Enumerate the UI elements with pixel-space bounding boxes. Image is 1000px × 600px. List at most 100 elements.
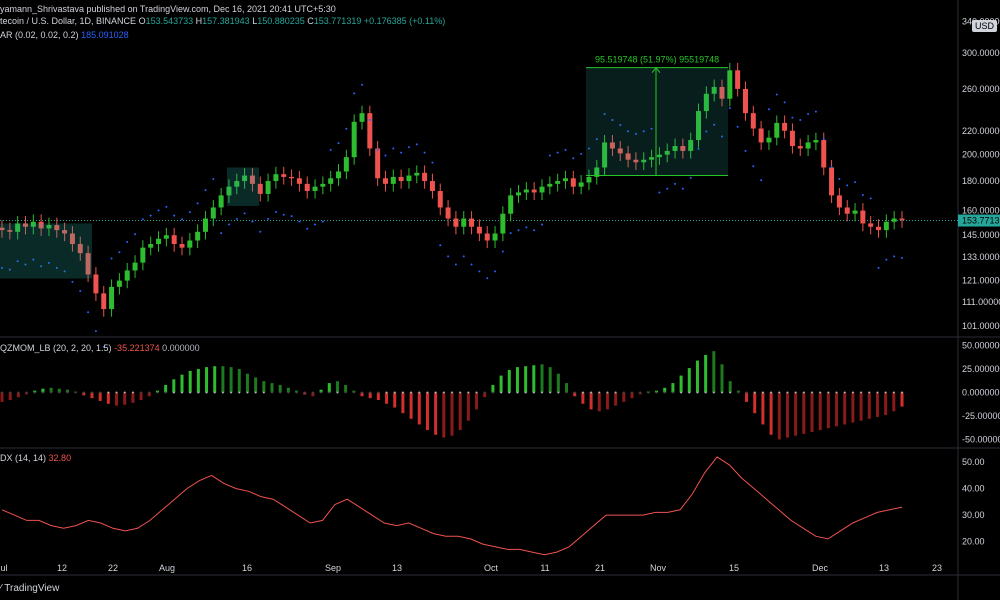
price-tick-label: 300.000000 bbox=[962, 48, 1000, 58]
squeeze-dot bbox=[91, 391, 93, 394]
squeeze-bar bbox=[368, 392, 372, 399]
candle-body bbox=[453, 218, 459, 227]
sar-dot bbox=[877, 266, 880, 269]
sar-dot bbox=[486, 277, 489, 280]
squeeze-bar bbox=[859, 392, 863, 421]
sar-dot bbox=[533, 229, 536, 232]
squeeze-dot bbox=[328, 391, 331, 394]
time-tick-label: Dec bbox=[812, 563, 829, 573]
adx-tick-label: 50.00 bbox=[962, 457, 985, 467]
candle-body bbox=[516, 192, 522, 196]
symbol-info-line: tecoin / U.S. Dollar, 1D, BINANCE O153.5… bbox=[0, 16, 445, 27]
squeeze-dot bbox=[262, 391, 265, 394]
candle-body bbox=[304, 183, 310, 191]
candle-body bbox=[445, 207, 451, 219]
ohlc-key: O bbox=[138, 16, 146, 26]
parabolic-sar-series bbox=[1, 83, 903, 348]
squeeze-tick-label: 0.000000 bbox=[962, 388, 1000, 398]
time-tick-label: 21 bbox=[595, 563, 605, 573]
squeeze-dot bbox=[451, 391, 453, 394]
squeeze-bar bbox=[875, 392, 879, 417]
squeeze-bar bbox=[213, 366, 217, 393]
sar-dot bbox=[345, 127, 348, 130]
candle-body bbox=[132, 262, 138, 271]
sar-dot bbox=[689, 176, 692, 179]
candle-body bbox=[813, 140, 819, 143]
candle-body bbox=[187, 240, 193, 248]
squeeze-bar bbox=[687, 368, 691, 393]
tradingview-brand[interactable]: ⁄ TradingView bbox=[0, 583, 59, 594]
squeeze-dot bbox=[181, 391, 183, 394]
sar-dot bbox=[822, 138, 825, 141]
squeeze-dot bbox=[671, 391, 674, 394]
ohlc-value: 150.880235 bbox=[257, 16, 305, 26]
sar-dot bbox=[838, 178, 841, 181]
squeeze-dot bbox=[721, 391, 723, 394]
squeeze-dot bbox=[410, 391, 413, 394]
squeeze-dot bbox=[573, 391, 576, 394]
squeeze-bar bbox=[0, 392, 4, 402]
squeeze-bar bbox=[417, 392, 421, 425]
sar-dot bbox=[361, 83, 363, 86]
squeeze-dot bbox=[1, 391, 3, 394]
squeeze-bar bbox=[794, 392, 798, 436]
last-price-label: 153.77131 bbox=[962, 216, 1000, 226]
squeeze-bar bbox=[761, 392, 765, 425]
squeeze-dot bbox=[655, 391, 658, 394]
candle-body bbox=[664, 150, 670, 155]
squeeze-dot bbox=[336, 391, 339, 394]
squeeze-bar bbox=[573, 392, 577, 397]
squeeze-dot bbox=[606, 391, 609, 394]
squeeze-bar bbox=[229, 367, 233, 393]
ohlc-values: O153.543733 H157.381943 L150.880235 C153… bbox=[139, 16, 362, 26]
candle-body bbox=[876, 226, 882, 231]
squeeze-bar bbox=[556, 373, 560, 393]
squeeze-bar bbox=[262, 381, 266, 393]
sar-dot bbox=[666, 187, 669, 190]
squeeze-dot bbox=[361, 391, 363, 394]
sar-dot bbox=[587, 147, 590, 150]
candle-body bbox=[406, 175, 412, 182]
price-tick-label: 121.000000 bbox=[962, 276, 1000, 286]
sar-dot bbox=[376, 148, 379, 151]
squeeze-bar bbox=[466, 392, 470, 421]
candle-body bbox=[461, 218, 467, 227]
candle-body bbox=[281, 174, 287, 177]
sar-dot bbox=[556, 151, 559, 154]
sar-dot bbox=[627, 130, 630, 133]
price-tick-label: 160.000000 bbox=[962, 206, 1000, 216]
squeeze-tick-label: 50.000000 bbox=[962, 341, 1000, 351]
sar-dot bbox=[548, 154, 551, 157]
squeeze-bar bbox=[172, 379, 176, 393]
squeeze-dot bbox=[590, 391, 593, 394]
squeeze-dot bbox=[238, 391, 241, 394]
candle-body bbox=[711, 86, 717, 94]
squeeze-dot bbox=[819, 391, 822, 394]
ohlc-key: H bbox=[193, 16, 203, 26]
squeeze-bar bbox=[196, 369, 200, 393]
squeeze-dot bbox=[541, 391, 543, 394]
candle-body bbox=[210, 207, 216, 219]
candle-body bbox=[883, 221, 889, 231]
squeeze-value-1: -35.221374 bbox=[114, 343, 160, 353]
sar-dot bbox=[274, 210, 277, 213]
measure-arrowhead bbox=[651, 66, 661, 73]
sar-dot bbox=[400, 151, 403, 154]
chart-axes: 340.000000300.000000260.000000220.000000… bbox=[0, 17, 1000, 573]
candle-body bbox=[265, 181, 271, 194]
sar-dot bbox=[212, 178, 215, 181]
candle-body bbox=[156, 238, 162, 245]
squeeze-dot bbox=[491, 391, 494, 394]
squeeze-value-2: 0.000000 bbox=[162, 343, 200, 353]
time-tick-label: Oct bbox=[484, 563, 499, 573]
candle-body bbox=[617, 148, 623, 154]
currency-button[interactable]: USD bbox=[972, 20, 998, 32]
candle-body bbox=[328, 178, 334, 184]
candle-body bbox=[868, 223, 874, 227]
squeeze-dot bbox=[811, 391, 813, 394]
candle-body bbox=[774, 122, 780, 138]
squeeze-dot bbox=[647, 391, 650, 394]
squeeze-dot bbox=[549, 391, 552, 394]
squeeze-dot bbox=[33, 391, 36, 394]
